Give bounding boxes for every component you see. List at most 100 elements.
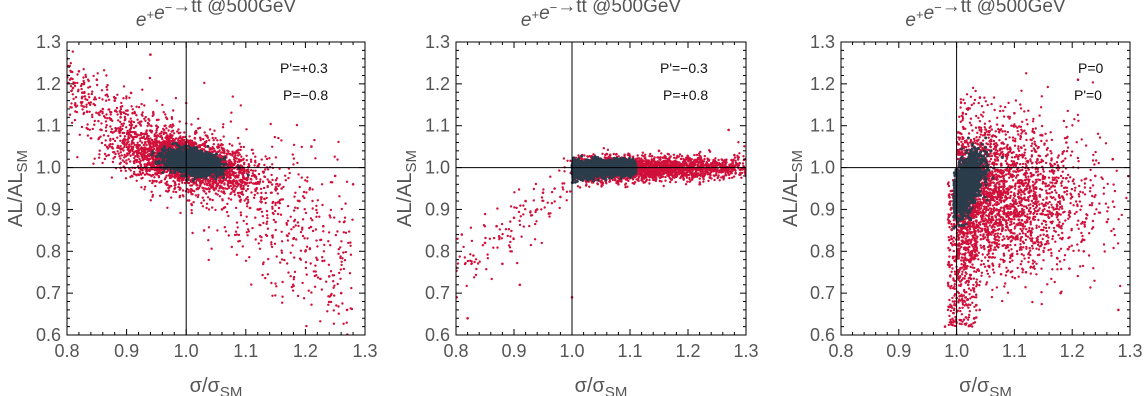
data-point: [190, 202, 193, 206]
data-point: [294, 206, 297, 209]
data-point: [108, 116, 111, 120]
data-point: [323, 243, 326, 247]
data-point: [181, 143, 184, 146]
data-point: [174, 137, 178, 140]
data-point: [219, 184, 222, 187]
data-point: [168, 184, 171, 188]
data-point: [327, 263, 331, 266]
data-point: [84, 75, 88, 79]
data-point: [135, 114, 138, 117]
data-point: [333, 294, 336, 297]
data-point: [293, 270, 297, 274]
data-point: [216, 146, 219, 150]
data-point: [165, 134, 168, 138]
data-point: [124, 169, 128, 173]
data-point: [174, 186, 177, 190]
data-point: [153, 133, 156, 136]
data-point: [72, 97, 75, 101]
data-point: [132, 126, 136, 130]
data-point: [157, 161, 161, 165]
data-point: [136, 155, 139, 159]
data-point: [103, 152, 107, 156]
data-point: [274, 203, 277, 207]
data-point: [221, 151, 225, 154]
data-point: [124, 118, 127, 122]
data-point: [333, 216, 336, 219]
data-point: [166, 206, 169, 209]
data-point: [280, 258, 284, 261]
data-point: [145, 143, 148, 147]
data-point: [135, 179, 138, 182]
data-point: [97, 119, 100, 123]
data-point: [308, 186, 312, 190]
data-point: [121, 127, 124, 131]
data-point: [142, 143, 146, 147]
data-point: [135, 160, 138, 164]
data-point: [165, 137, 168, 140]
data-point: [349, 307, 352, 310]
data-point: [122, 111, 126, 115]
data-point: [119, 113, 123, 116]
data-point: [315, 256, 318, 259]
data-point: [197, 117, 200, 121]
data-point: [140, 141, 144, 144]
data-point: [137, 134, 141, 137]
data-point: [220, 208, 224, 211]
data-point: [271, 211, 274, 215]
data-point: [249, 181, 253, 184]
data-point: [266, 227, 270, 230]
data-point: [160, 179, 163, 183]
data-point: [73, 118, 77, 122]
data-point: [233, 184, 236, 188]
data-point: [280, 139, 283, 142]
data-point: [223, 226, 226, 229]
data-point: [158, 194, 162, 197]
data-point: [90, 92, 94, 96]
data-point: [211, 146, 214, 149]
data-point: [136, 153, 139, 157]
data-point: [157, 169, 160, 172]
data-point: [244, 259, 248, 262]
data-point: [240, 159, 243, 162]
data-point: [101, 98, 104, 101]
data-point: [173, 170, 177, 174]
data-point: [143, 132, 146, 136]
data-point: [226, 202, 229, 206]
data-point: [100, 122, 103, 125]
data-point: [271, 234, 274, 237]
data-point: [71, 50, 75, 53]
data-point: [170, 184, 173, 188]
data-point: [144, 142, 147, 145]
data-point: [287, 176, 290, 180]
data-point: [257, 172, 261, 176]
data-point: [133, 143, 136, 147]
data-point: [222, 135, 225, 138]
data-point: [197, 179, 200, 182]
data-point: [337, 252, 340, 255]
data-point: [77, 70, 81, 73]
data-point: [161, 138, 164, 141]
data-point: [187, 142, 191, 146]
data-point: [148, 129, 152, 132]
data-point: [141, 88, 144, 91]
data-point: [206, 183, 209, 187]
data-point: [296, 294, 300, 298]
data-point: [221, 160, 224, 163]
data-point: [116, 150, 119, 153]
data-point: [270, 183, 274, 186]
data-point: [171, 129, 175, 132]
data-point: [125, 159, 128, 162]
data-point: [229, 153, 232, 156]
data-point: [155, 145, 158, 148]
data-point: [162, 132, 165, 136]
data-point: [113, 139, 117, 143]
data-point: [286, 239, 290, 242]
data-point: [206, 196, 210, 199]
data-point: [131, 150, 134, 153]
data-point: [127, 146, 131, 149]
data-point: [121, 124, 125, 128]
data-point: [210, 186, 213, 189]
data-point: [130, 142, 133, 146]
data-point: [130, 120, 133, 123]
data-point: [111, 160, 115, 164]
